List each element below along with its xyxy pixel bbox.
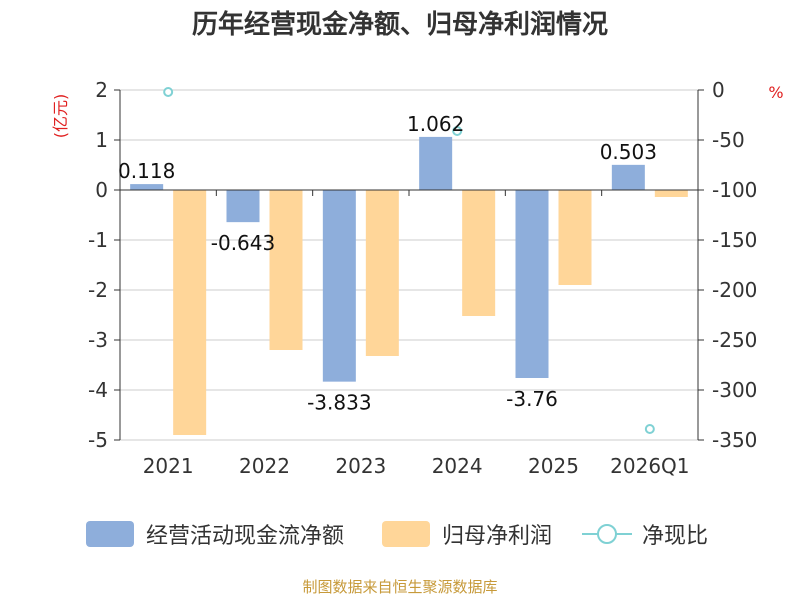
right-axis-tick-label: -150 (712, 228, 757, 252)
left-axis-tick-label: 1 (95, 128, 108, 152)
cashflow-data-label: 1.062 (407, 112, 464, 136)
legend-swatch-cashflow (86, 521, 134, 547)
legend-swatch-cash-ratio-icon (582, 524, 632, 544)
left-axis-tick-label: 2 (95, 78, 108, 102)
legend-label-cash-ratio: 净现比 (642, 524, 709, 549)
right-axis-tick-label: -200 (712, 278, 757, 302)
cash-ratio-point (163, 87, 174, 97)
cashflow-data-label: 0.118 (118, 159, 175, 183)
cash-ratio-point (452, 126, 463, 136)
cashflow-bar (226, 190, 260, 223)
net-profit-bar (558, 190, 592, 285)
net-profit-bar (269, 190, 303, 350)
left-axis-tick-label: -2 (88, 278, 108, 302)
cashflow-bar (419, 136, 453, 190)
bar-series (130, 136, 688, 435)
cashflow-bar (322, 190, 356, 382)
left-axis-tick-label: -4 (88, 378, 108, 402)
grid-lines (120, 89, 698, 441)
left-axis-tick-label: -3 (88, 328, 108, 352)
cashflow-data-label: -3.833 (307, 391, 371, 415)
net-profit-bar (462, 190, 496, 316)
net-profit-bar (654, 190, 688, 197)
left-axis-tick-label: -5 (88, 428, 108, 452)
legend-item-cash-ratio[interactable]: 净现比 (582, 518, 708, 550)
left-axis-unit: (亿元) (51, 94, 70, 139)
right-axis-tick-label: -250 (712, 328, 757, 352)
cashflow-data-label: 0.503 (600, 140, 657, 164)
chart-title: 历年经营现金净额、归母净利润情况 (191, 10, 608, 40)
net-profit-bar (365, 190, 399, 356)
category-label: 2023 (335, 454, 386, 478)
category-label: 2024 (432, 454, 483, 478)
cash-ratio-point (644, 424, 655, 434)
category-label: 2022 (239, 454, 290, 478)
category-label: 2021 (143, 454, 194, 478)
right-axis-tick-label: 0 (712, 78, 725, 102)
legend-item-net-profit[interactable]: 归母净利润 (382, 518, 552, 550)
cashflow-bar (611, 164, 645, 190)
net-profit-bar (173, 190, 207, 435)
legend-item-cashflow[interactable]: 经营活动现金流净额 (86, 518, 344, 550)
left-axis-tick-label: 0 (95, 178, 108, 202)
cashflow-data-label: -3.76 (506, 387, 558, 411)
category-label: 2025 (528, 454, 579, 478)
category-label: 2026Q1 (610, 454, 689, 478)
right-axis-tick-label: -350 (712, 428, 757, 452)
right-axis-tick-label: -300 (712, 378, 757, 402)
cashflow-bar (130, 184, 164, 190)
right-axis-tick-label: -50 (712, 128, 745, 152)
right-axis-tick-label: -100 (712, 178, 757, 202)
legend-label-cashflow: 经营活动现金流净额 (146, 524, 345, 549)
left-axis-tick-label: -1 (88, 228, 108, 252)
legend-swatch-net-profit (382, 521, 430, 547)
source-note: 制图数据来自恒生聚源数据库 (302, 578, 498, 596)
axes: 210-1-2-3-4-50-50-100-150-200-250-300-35… (88, 78, 757, 478)
right-axis-unit: % (768, 83, 783, 102)
legend-label-net-profit: 归母净利润 (442, 524, 553, 549)
cashflow-data-label: -0.643 (211, 231, 275, 255)
data-labels: 0.118 -0.643 -3.833 1.062 -3.76 0.503 (118, 112, 657, 415)
cashflow-bar (515, 190, 549, 378)
ratio-points (163, 87, 655, 434)
